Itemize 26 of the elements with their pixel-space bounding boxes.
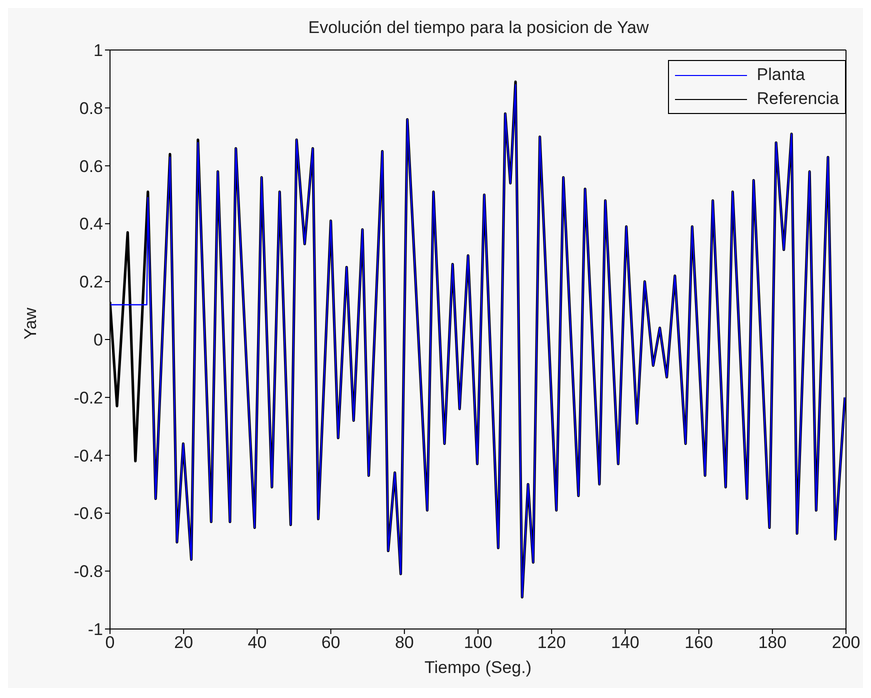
y-tick-label: 0.2	[79, 272, 103, 292]
y-tick-label: -0.8	[74, 562, 103, 582]
y-tick-label: -0.2	[74, 388, 103, 408]
y-tick-label: -1	[88, 620, 103, 640]
y-tick-label: 0	[94, 330, 103, 350]
y-tick-label: 0.8	[79, 98, 103, 118]
x-tick-label: 100	[464, 633, 492, 652]
legend-label: Planta	[756, 65, 805, 85]
y-tick-label: -0.4	[74, 446, 103, 466]
legend-label: Referencia	[756, 89, 839, 109]
chart-title: Evolución del tiempo para la posicion de Yaw	[307, 18, 650, 38]
x-axis-title: Tiempo (Seg.)	[424, 658, 532, 677]
y-tick-label: 0.6	[79, 156, 103, 176]
x-tick-label: 140	[611, 633, 640, 652]
y-tick-label: 1	[94, 41, 103, 60]
x-tick-label: 40	[248, 633, 267, 652]
y-tick-label: 0.4	[79, 214, 103, 234]
y-axis-title: Yaw	[21, 306, 40, 340]
x-tick-label: 120	[537, 633, 566, 652]
x-tick-label: 160	[684, 633, 713, 652]
x-tick-label: 20	[174, 633, 194, 652]
x-tick-label: 180	[758, 633, 787, 652]
x-tick-label: 200	[832, 633, 860, 652]
y-tick-label: -0.6	[74, 504, 103, 524]
x-tick-label: 80	[394, 633, 414, 652]
x-tick-label: 60	[321, 633, 340, 652]
